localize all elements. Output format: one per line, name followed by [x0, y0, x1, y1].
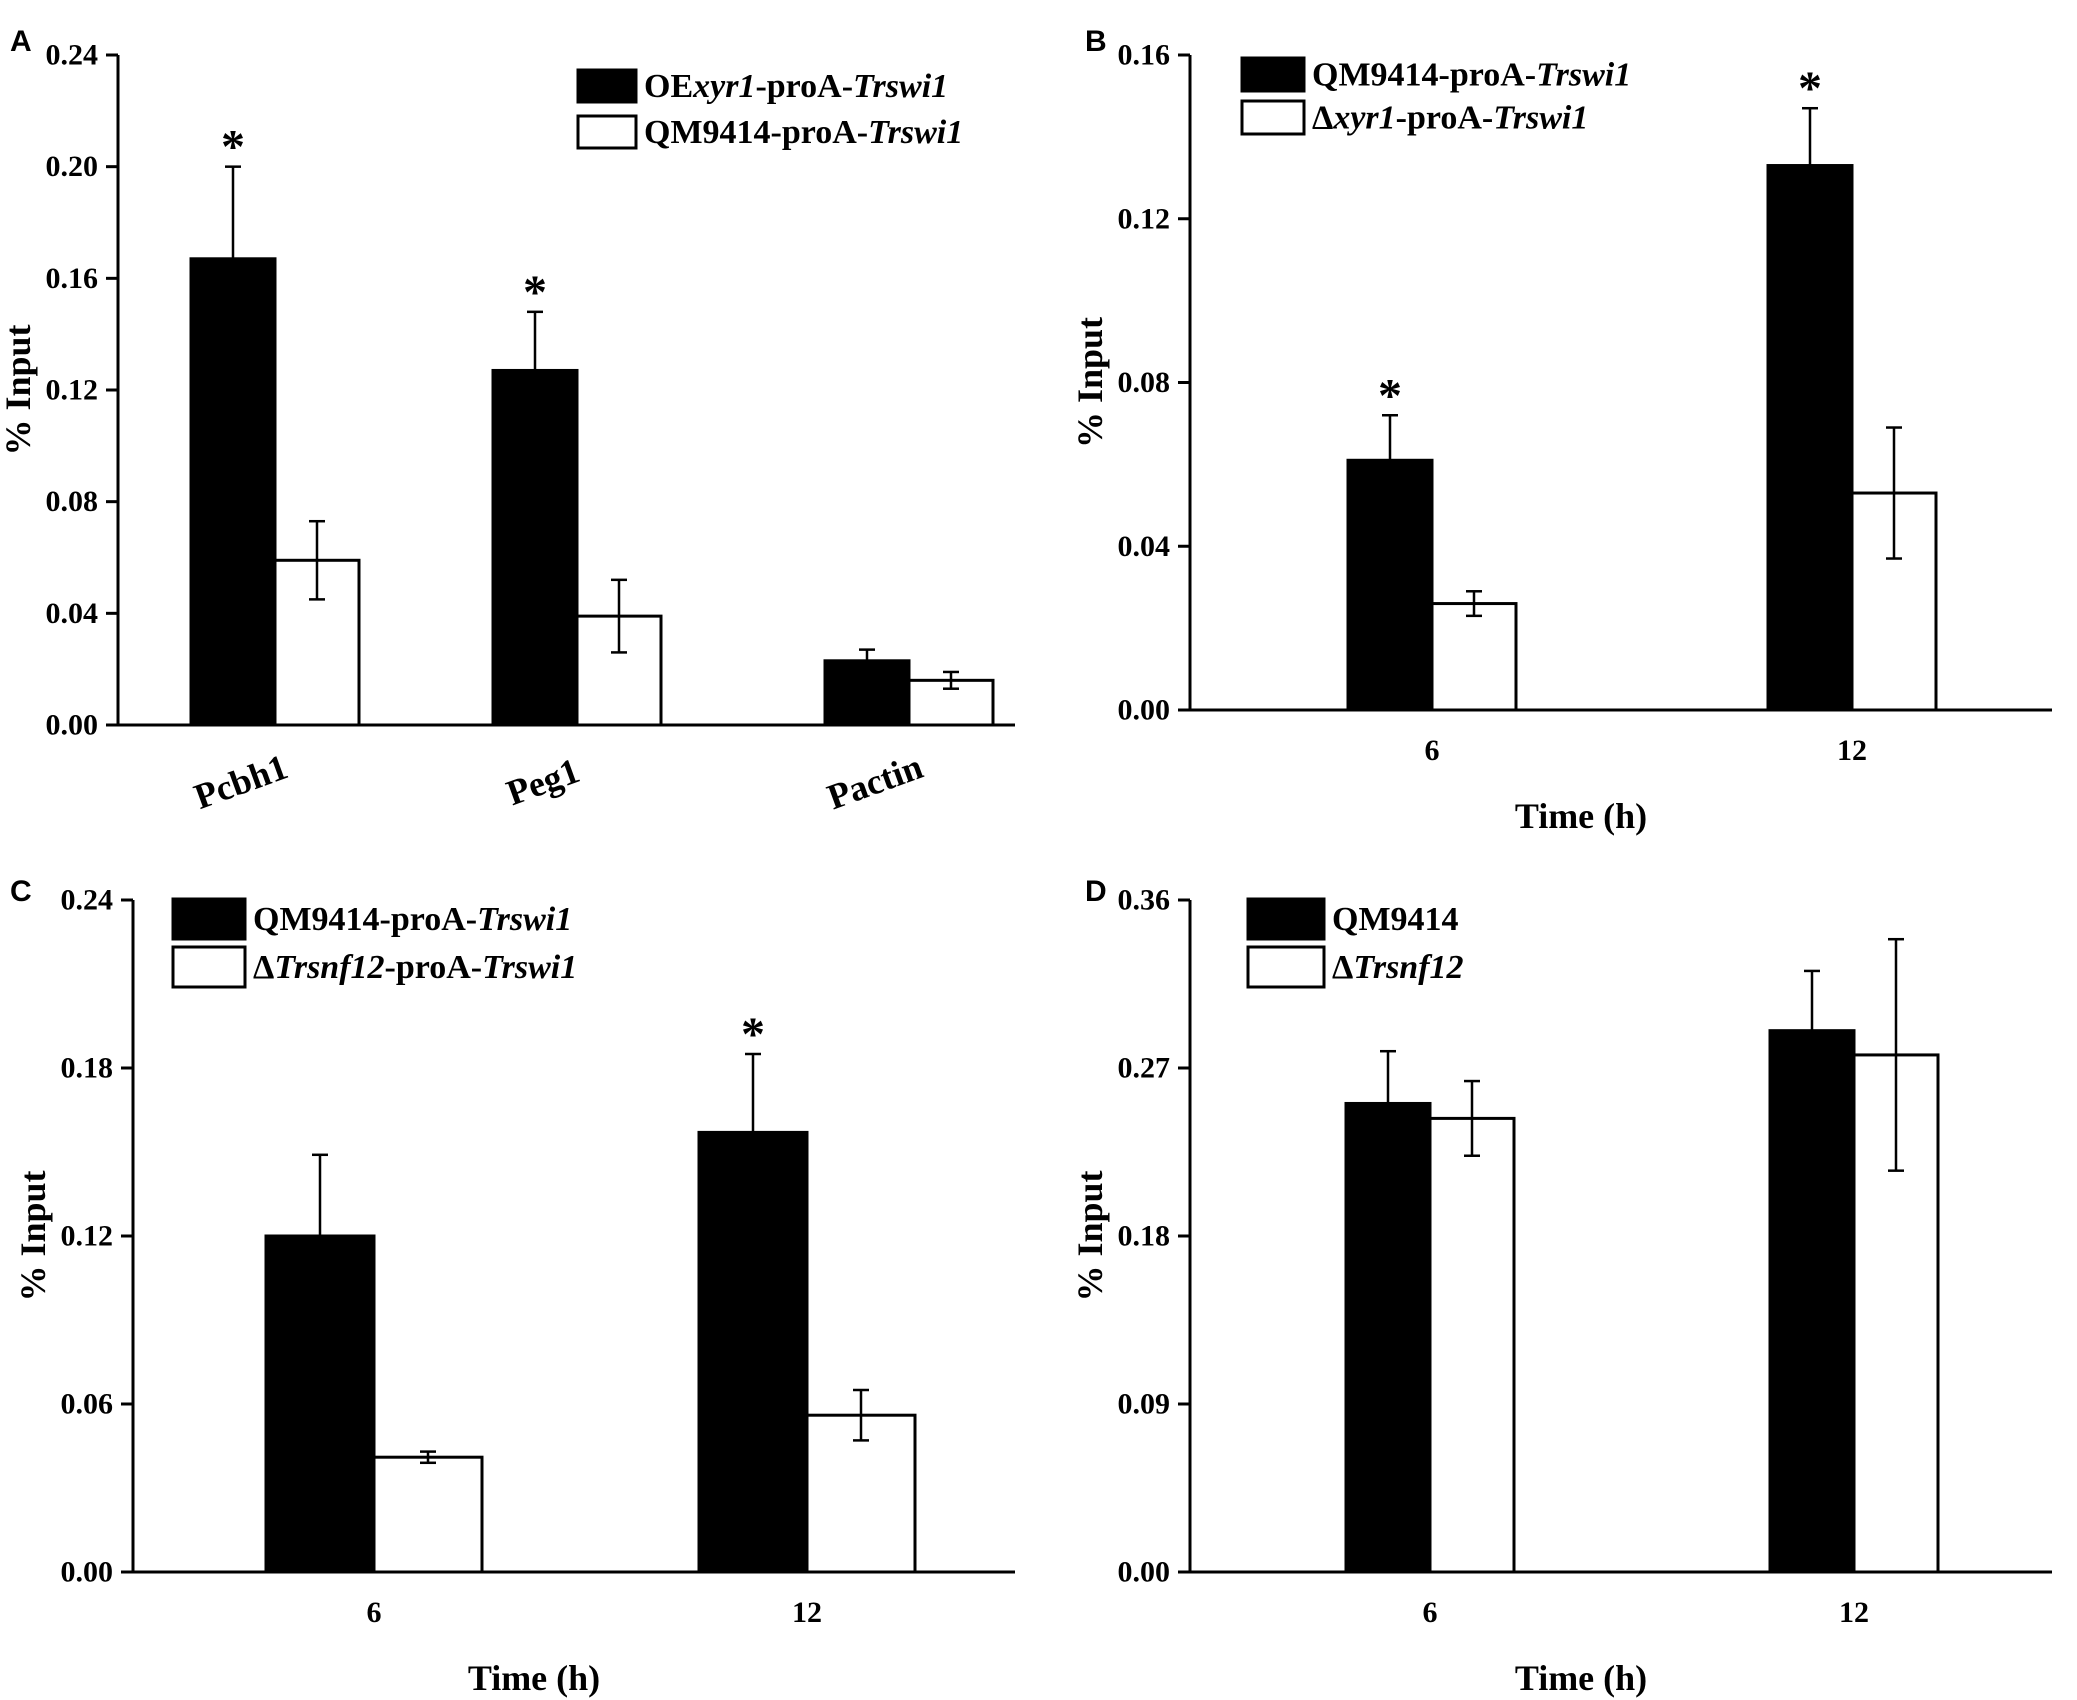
y-tick-label: 0.16	[1118, 39, 1171, 72]
significance-star: *	[523, 266, 547, 319]
legend-label: QM9414-proA-Trswi1	[253, 901, 572, 938]
y-tick-label: 0.09	[1118, 1388, 1171, 1421]
x-axis-title: Time (h)	[1515, 1658, 1647, 1698]
y-tick-label: 0.20	[46, 150, 99, 183]
legend-swatch	[1246, 945, 1326, 989]
legend-label-part: -proA-	[385, 949, 483, 986]
y-tick-label: 0.06	[61, 1388, 114, 1421]
bar	[1344, 1101, 1432, 1574]
x-axis-title: Time (h)	[468, 1658, 600, 1698]
significance-star: *	[221, 121, 245, 174]
y-tick-label: 0.16	[46, 262, 99, 295]
x-tick-label: 12	[1839, 1596, 1869, 1629]
legend-label-part: xyr1	[692, 68, 755, 105]
y-tick-label: 0.00	[1118, 1556, 1171, 1589]
x-tick-label: 6	[1423, 1596, 1438, 1629]
legend: QM9414 ΔTrsnf12	[1246, 897, 1464, 989]
legend-label: Δxyr1-proA-Trswi1	[1312, 99, 1588, 136]
significance-star: *	[1798, 62, 1822, 115]
x-tick-label: Peg1	[501, 750, 584, 813]
y-tick-label: 0.36	[1118, 884, 1171, 917]
y-tick-label: 0.00	[1118, 694, 1171, 727]
y-axis-title: % Input	[1070, 1170, 1110, 1301]
bar	[1766, 164, 1854, 712]
legend-label-part: Δ	[1332, 949, 1353, 986]
legend-label-part: -proA-	[755, 68, 853, 105]
legend-label-part: Trswi1	[1493, 99, 1588, 136]
legend-label-part: Trswi1	[477, 901, 572, 938]
panel-letter: B	[1085, 25, 1107, 58]
panel-d: D 0.00 0.09 0.18 0.27 0.36 % Input 6 12 Time (h) Q…	[1070, 875, 2052, 1698]
legend-label-part: QM9414	[1332, 901, 1459, 938]
y-tick-label: 0.00	[61, 1556, 114, 1589]
y-axis-title: % Input	[13, 1170, 53, 1301]
x-tick-label: 12	[1837, 734, 1867, 767]
x-axis-title: Time (h)	[1515, 796, 1647, 836]
panel-c: C 0.00 0.06 0.12 0.18 0.24 % Input 6 * 12 Time (h)…	[10, 875, 1015, 1698]
panel-letter: D	[1085, 875, 1107, 908]
legend-label-part: Trswi1	[853, 68, 948, 105]
bar	[1768, 1029, 1856, 1574]
legend-swatch	[576, 68, 638, 104]
legend-swatch	[1240, 56, 1306, 93]
x-tick-label: 12	[792, 1596, 822, 1629]
y-tick-label: 0.12	[1118, 202, 1171, 235]
legend-label: QM9414-proA-Trswi1	[644, 114, 963, 151]
bar	[1430, 602, 1518, 712]
legend-label-part: Trswi1	[868, 114, 963, 151]
legend-label-part: Trswi1	[1536, 56, 1631, 93]
bar	[372, 1455, 484, 1574]
legend-swatch	[1246, 897, 1326, 941]
x-tick-label: Pactin	[822, 746, 928, 817]
bar	[1428, 1116, 1516, 1574]
legend-label: QM9414	[1332, 901, 1459, 938]
legend-swatch	[171, 897, 247, 941]
panel-a: A 0.00 0.04 0.08 0.12 0.16 0.20 0.24 % Input * Pcb…	[0, 25, 1015, 817]
y-tick-label: 0.18	[1118, 1220, 1171, 1253]
legend-label-part: Δ	[1312, 99, 1333, 136]
x-tick-label: Pcbh1	[189, 747, 293, 817]
y-tick-label: 0.04	[46, 597, 99, 630]
panel-letter: A	[10, 25, 32, 58]
y-axis-title: % Input	[0, 324, 38, 455]
y-tick-label: 0.08	[1118, 366, 1171, 399]
y-tick-label: 0.04	[1118, 530, 1171, 563]
legend-label-part: xyr1	[1332, 99, 1395, 136]
significance-star: *	[741, 1008, 765, 1061]
panel-b: B 0.00 0.04 0.08 0.12 0.16 % Input * 6 * 12 Time (h…	[1070, 25, 2052, 836]
legend-label-part: Trsnf12	[274, 949, 384, 986]
panel-letter: C	[10, 875, 32, 908]
y-tick-label: 0.27	[1118, 1052, 1171, 1085]
legend-label-part: Trsnf12	[1353, 949, 1463, 986]
legend-label-part: Δ	[253, 949, 274, 986]
legend-label: QM9414-proA-Trswi1	[1312, 56, 1631, 93]
legend-label-part: Trswi1	[482, 949, 577, 986]
y-tick-label: 0.18	[61, 1052, 114, 1085]
significance-star: *	[1378, 369, 1402, 422]
legend-swatch	[576, 114, 638, 150]
y-tick-label: 0.24	[46, 39, 99, 72]
y-tick-label: 0.00	[46, 709, 99, 742]
x-tick-label: 6	[1425, 734, 1440, 767]
y-tick-label: 0.12	[46, 374, 99, 407]
legend-swatch	[171, 945, 247, 989]
y-axis-title: % Input	[1070, 317, 1110, 448]
legend-label: ΔTrsnf12	[1332, 949, 1464, 986]
legend-swatch	[1240, 99, 1306, 136]
y-tick-label: 0.12	[61, 1220, 114, 1253]
y-tick-label: 0.08	[46, 485, 99, 518]
legend-label: ΔTrsnf12-proA-Trswi1	[253, 949, 577, 986]
legend-label-part: QM9414-proA-	[253, 901, 477, 938]
legend-label: OExyr1-proA-Trswi1	[644, 68, 948, 105]
legend-label-part: OE	[644, 68, 693, 105]
legend-label-part: -proA-	[1396, 99, 1494, 136]
legend-label-part: QM9414-proA-	[1312, 56, 1536, 93]
x-tick-label: 6	[367, 1596, 382, 1629]
legend-label-part: QM9414-proA-	[644, 114, 868, 151]
y-tick-label: 0.24	[61, 884, 114, 917]
